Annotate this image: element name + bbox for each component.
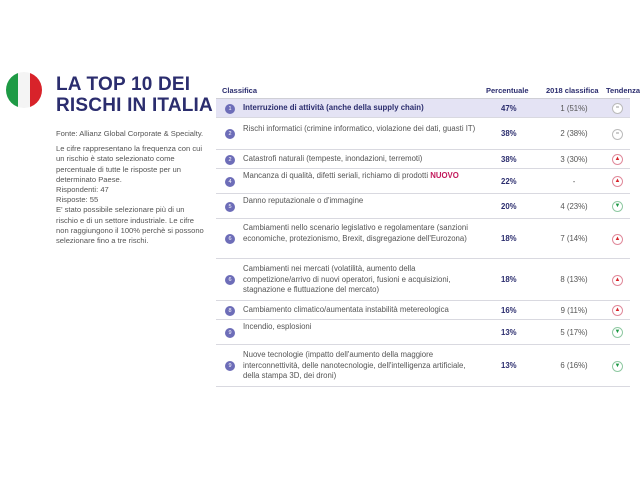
- previous-rank: 8 (13%): [560, 275, 588, 284]
- risk-description: Cambiamenti nei mercati (volatilità, aum…: [243, 264, 483, 296]
- risk-description-text: Cambiamenti nello scenario legislativo e…: [243, 223, 468, 243]
- new-badge: NUOVO: [430, 171, 459, 180]
- table-header: Classifica Percentuale 2018 classifica T…: [216, 80, 640, 99]
- percent-value: 18%: [501, 275, 517, 284]
- risk-table: Classifica Percentuale 2018 classifica T…: [216, 80, 640, 387]
- previous-rank: 3 (30%): [560, 154, 588, 164]
- risk-description: Incendio, esplosioni: [243, 322, 483, 333]
- trend-equal-icon: =: [612, 103, 623, 114]
- risk-description: Rischi informatici (crimine informatico,…: [243, 124, 483, 135]
- rank-badge: 4: [225, 176, 235, 187]
- percent-value: 13%: [501, 327, 517, 337]
- header-pct: Percentuale: [486, 86, 529, 95]
- answers-text: Risposte: 55: [56, 195, 99, 205]
- page-title: LA TOP 10 DEI RISCHI IN ITALIA: [56, 74, 213, 116]
- table-row: 2 Catastrofi naturali (tempeste, inondazi…: [216, 150, 630, 169]
- previous-rank: 6 (16%): [560, 361, 588, 370]
- trend-up-icon: ▲: [612, 176, 623, 187]
- risk-description: Cambiamenti nello scenario legislativo e…: [243, 223, 483, 244]
- trend-down-icon: ▼: [612, 201, 623, 212]
- previous-rank: 1 (51%): [560, 103, 588, 113]
- rank-badge: 6: [225, 234, 235, 244]
- risk-description-text: Nuove tecnologie (impatto dell'aumento d…: [243, 350, 466, 381]
- risk-description: Interruzione di attività (anche della su…: [243, 103, 483, 114]
- table-row: 1 Interruzione di attività (anche della s…: [216, 99, 630, 118]
- rank-badge: 6: [225, 275, 235, 285]
- risk-description-text: Incendio, esplosioni: [243, 322, 312, 331]
- previous-rank: 5 (17%): [560, 327, 588, 337]
- trend-up-icon: ▲: [612, 233, 623, 245]
- percent-value: 18%: [501, 234, 517, 243]
- source-text: Fonte: Allianz Global Corporate & Specia…: [56, 129, 204, 138]
- respondents-text: Rispondenti: 47: [56, 185, 109, 195]
- percent-value: 20%: [501, 201, 517, 211]
- risk-description: Mancanza di qualità, difetti seriali, ri…: [243, 171, 483, 182]
- trend-equal-icon: =: [612, 128, 623, 140]
- trend-down-icon: ▼: [612, 360, 623, 372]
- table-row: 8 Cambiamento climatico/aumentata instabi…: [216, 301, 630, 320]
- note-text: Le cifre rappresentano la frequenza con …: [56, 144, 203, 184]
- rank-badge: 5: [225, 201, 235, 212]
- table-row: 4 Mancanza di qualità, difetti seriali, r…: [216, 169, 630, 194]
- header-trend: Tendenza: [606, 86, 640, 95]
- trend-up-icon: ▲: [612, 154, 623, 165]
- rank-badge: 8: [225, 305, 235, 316]
- risk-description-text: Interruzione di attività (anche della su…: [243, 103, 424, 113]
- table-row: 2 Rischi informatici (crimine informatico…: [216, 118, 630, 150]
- percent-value: 13%: [501, 361, 517, 370]
- table-row: 6 Cambiamenti nei mercati (volatilità, au…: [216, 259, 630, 301]
- previous-rank: 7 (14%): [560, 234, 588, 243]
- table-row: 5 Danno reputazionale o d'immagine 20% 4 (2…: [216, 194, 630, 219]
- risk-description-text: Rischi informatici (crimine informatico,…: [243, 123, 476, 133]
- risk-description-text: Mancanza di qualità, difetti seriali, ri…: [243, 171, 429, 180]
- rank-badge: 9: [225, 361, 235, 371]
- italy-flag-icon: [6, 72, 42, 108]
- header-rank: Classifica: [222, 86, 258, 95]
- risk-description: Catastrofi naturali (tempeste, inondazio…: [243, 154, 483, 165]
- trend-up-icon: ▲: [612, 274, 623, 286]
- previous-rank: 9 (11%): [560, 305, 588, 315]
- rank-badge: 2: [225, 154, 235, 165]
- percent-value: 22%: [501, 176, 517, 186]
- percent-value: 38%: [501, 129, 517, 138]
- table-row: 6 Cambiamenti nello scenario legislativo …: [216, 219, 630, 259]
- risk-description-text: Danno reputazionale o d'immagine: [243, 196, 364, 205]
- trend-up-icon: ▲: [612, 305, 623, 316]
- previous-rank: -: [572, 176, 576, 186]
- percent-value: 16%: [501, 305, 517, 315]
- rank-badge: 1: [225, 103, 235, 114]
- header-prev: 2018 classifica: [546, 86, 599, 95]
- sidebar-notes: Fonte: Allianz Global Corporate & Specia…: [56, 129, 204, 246]
- previous-rank: 2 (38%): [560, 129, 588, 138]
- trend-down-icon: ▼: [612, 327, 623, 338]
- previous-rank: 4 (23%): [560, 201, 588, 211]
- rank-badge: 2: [225, 129, 235, 139]
- table-row: 9 Nuove tecnologie (impatto dell'aumento …: [216, 345, 630, 387]
- risk-description: Danno reputazionale o d'immagine: [243, 196, 483, 207]
- percent-value: 38%: [501, 154, 517, 164]
- risk-description-text: Catastrofi naturali (tempeste, inondazio…: [243, 154, 423, 164]
- table-row: 9 Incendio, esplosioni 13% 5 (17%) ▼: [216, 320, 630, 345]
- risk-description: Cambiamento climatico/aumentata instabil…: [243, 305, 483, 316]
- rank-badge: 9: [225, 327, 235, 338]
- risk-description-text: Cambiamento climatico/aumentata instabil…: [243, 305, 449, 315]
- note-text-2: E' stato possibile selezionare più di un…: [56, 205, 204, 246]
- percent-value: 47%: [501, 103, 517, 113]
- risk-description: Nuove tecnologie (impatto dell'aumento d…: [243, 350, 483, 382]
- risk-description-text: Cambiamenti nei mercati (volatilità, aum…: [243, 264, 451, 295]
